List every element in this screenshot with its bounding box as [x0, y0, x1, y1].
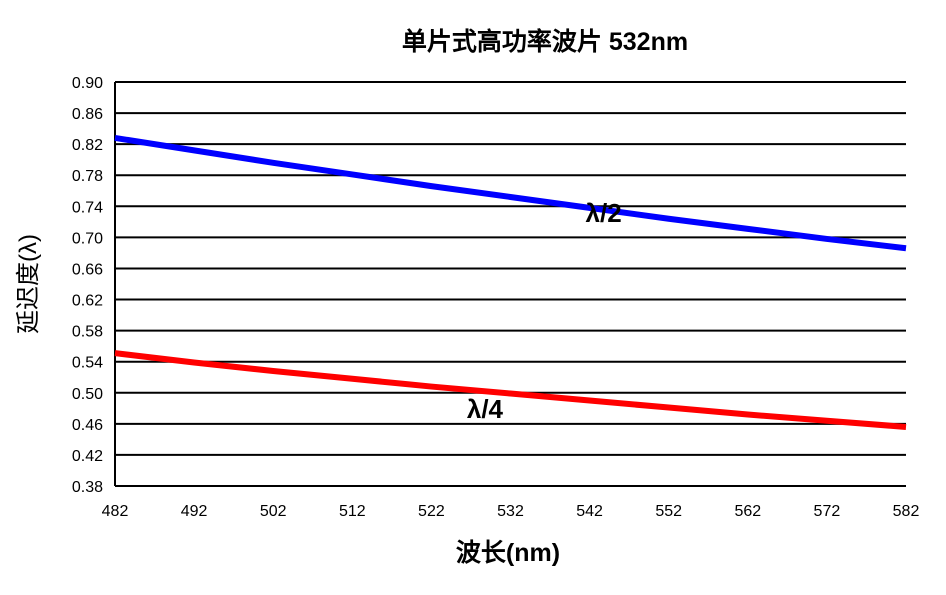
y-tick-label: 0.90: [72, 75, 103, 92]
chart-title: 单片式高功率波片 532nm: [402, 27, 688, 56]
y-tick-label: 0.54: [72, 355, 103, 372]
y-tick-label: 0.38: [72, 479, 103, 496]
series-line: [114, 350, 907, 430]
x-tick-label: 512: [339, 503, 366, 520]
series-labels: λ/2 λ/4: [467, 198, 622, 424]
y-axis-label: 延迟度(λ): [15, 234, 42, 334]
y-tick-label: 0.58: [72, 324, 103, 341]
x-axis-label: 波长(nm): [456, 539, 560, 567]
x-tick-label: 532: [497, 503, 524, 520]
y-tick-labels: 0.38 0.42 0.46 0.50 0.54 0.58 0.62 0.66 0.70 0.74…: [72, 75, 103, 496]
y-tick-label: 0.78: [72, 168, 103, 185]
y-tick-label: 0.42: [72, 448, 103, 465]
x-tick-label: 562: [734, 503, 761, 520]
x-tick-label: 522: [418, 503, 445, 520]
x-tick-label: 572: [814, 503, 841, 520]
x-tick-label: 542: [576, 503, 603, 520]
y-tick-label: 0.66: [72, 261, 103, 278]
x-tick-label: 492: [181, 503, 208, 520]
series-label: λ/4: [467, 394, 504, 424]
y-tick-label: 0.46: [72, 417, 103, 434]
series-line: [114, 134, 907, 252]
x-tick-labels: 482 492 502 512 522 532 542 552 562 572 582: [102, 503, 920, 520]
y-tick-label: 0.62: [72, 293, 103, 310]
x-tick-label: 552: [655, 503, 682, 520]
y-tick-label: 0.70: [72, 230, 103, 247]
y-tick-label: 0.82: [72, 137, 103, 154]
y-tick-label: 0.86: [72, 106, 103, 123]
series-label: λ/2: [586, 198, 622, 228]
x-tick-label: 482: [102, 503, 129, 520]
y-tick-label: 0.74: [72, 199, 103, 216]
x-tick-label: 582: [893, 503, 920, 520]
y-tick-label: 0.50: [72, 386, 103, 403]
x-tick-label: 502: [260, 503, 287, 520]
series-lines: [114, 134, 907, 430]
grid: [114, 81, 906, 487]
